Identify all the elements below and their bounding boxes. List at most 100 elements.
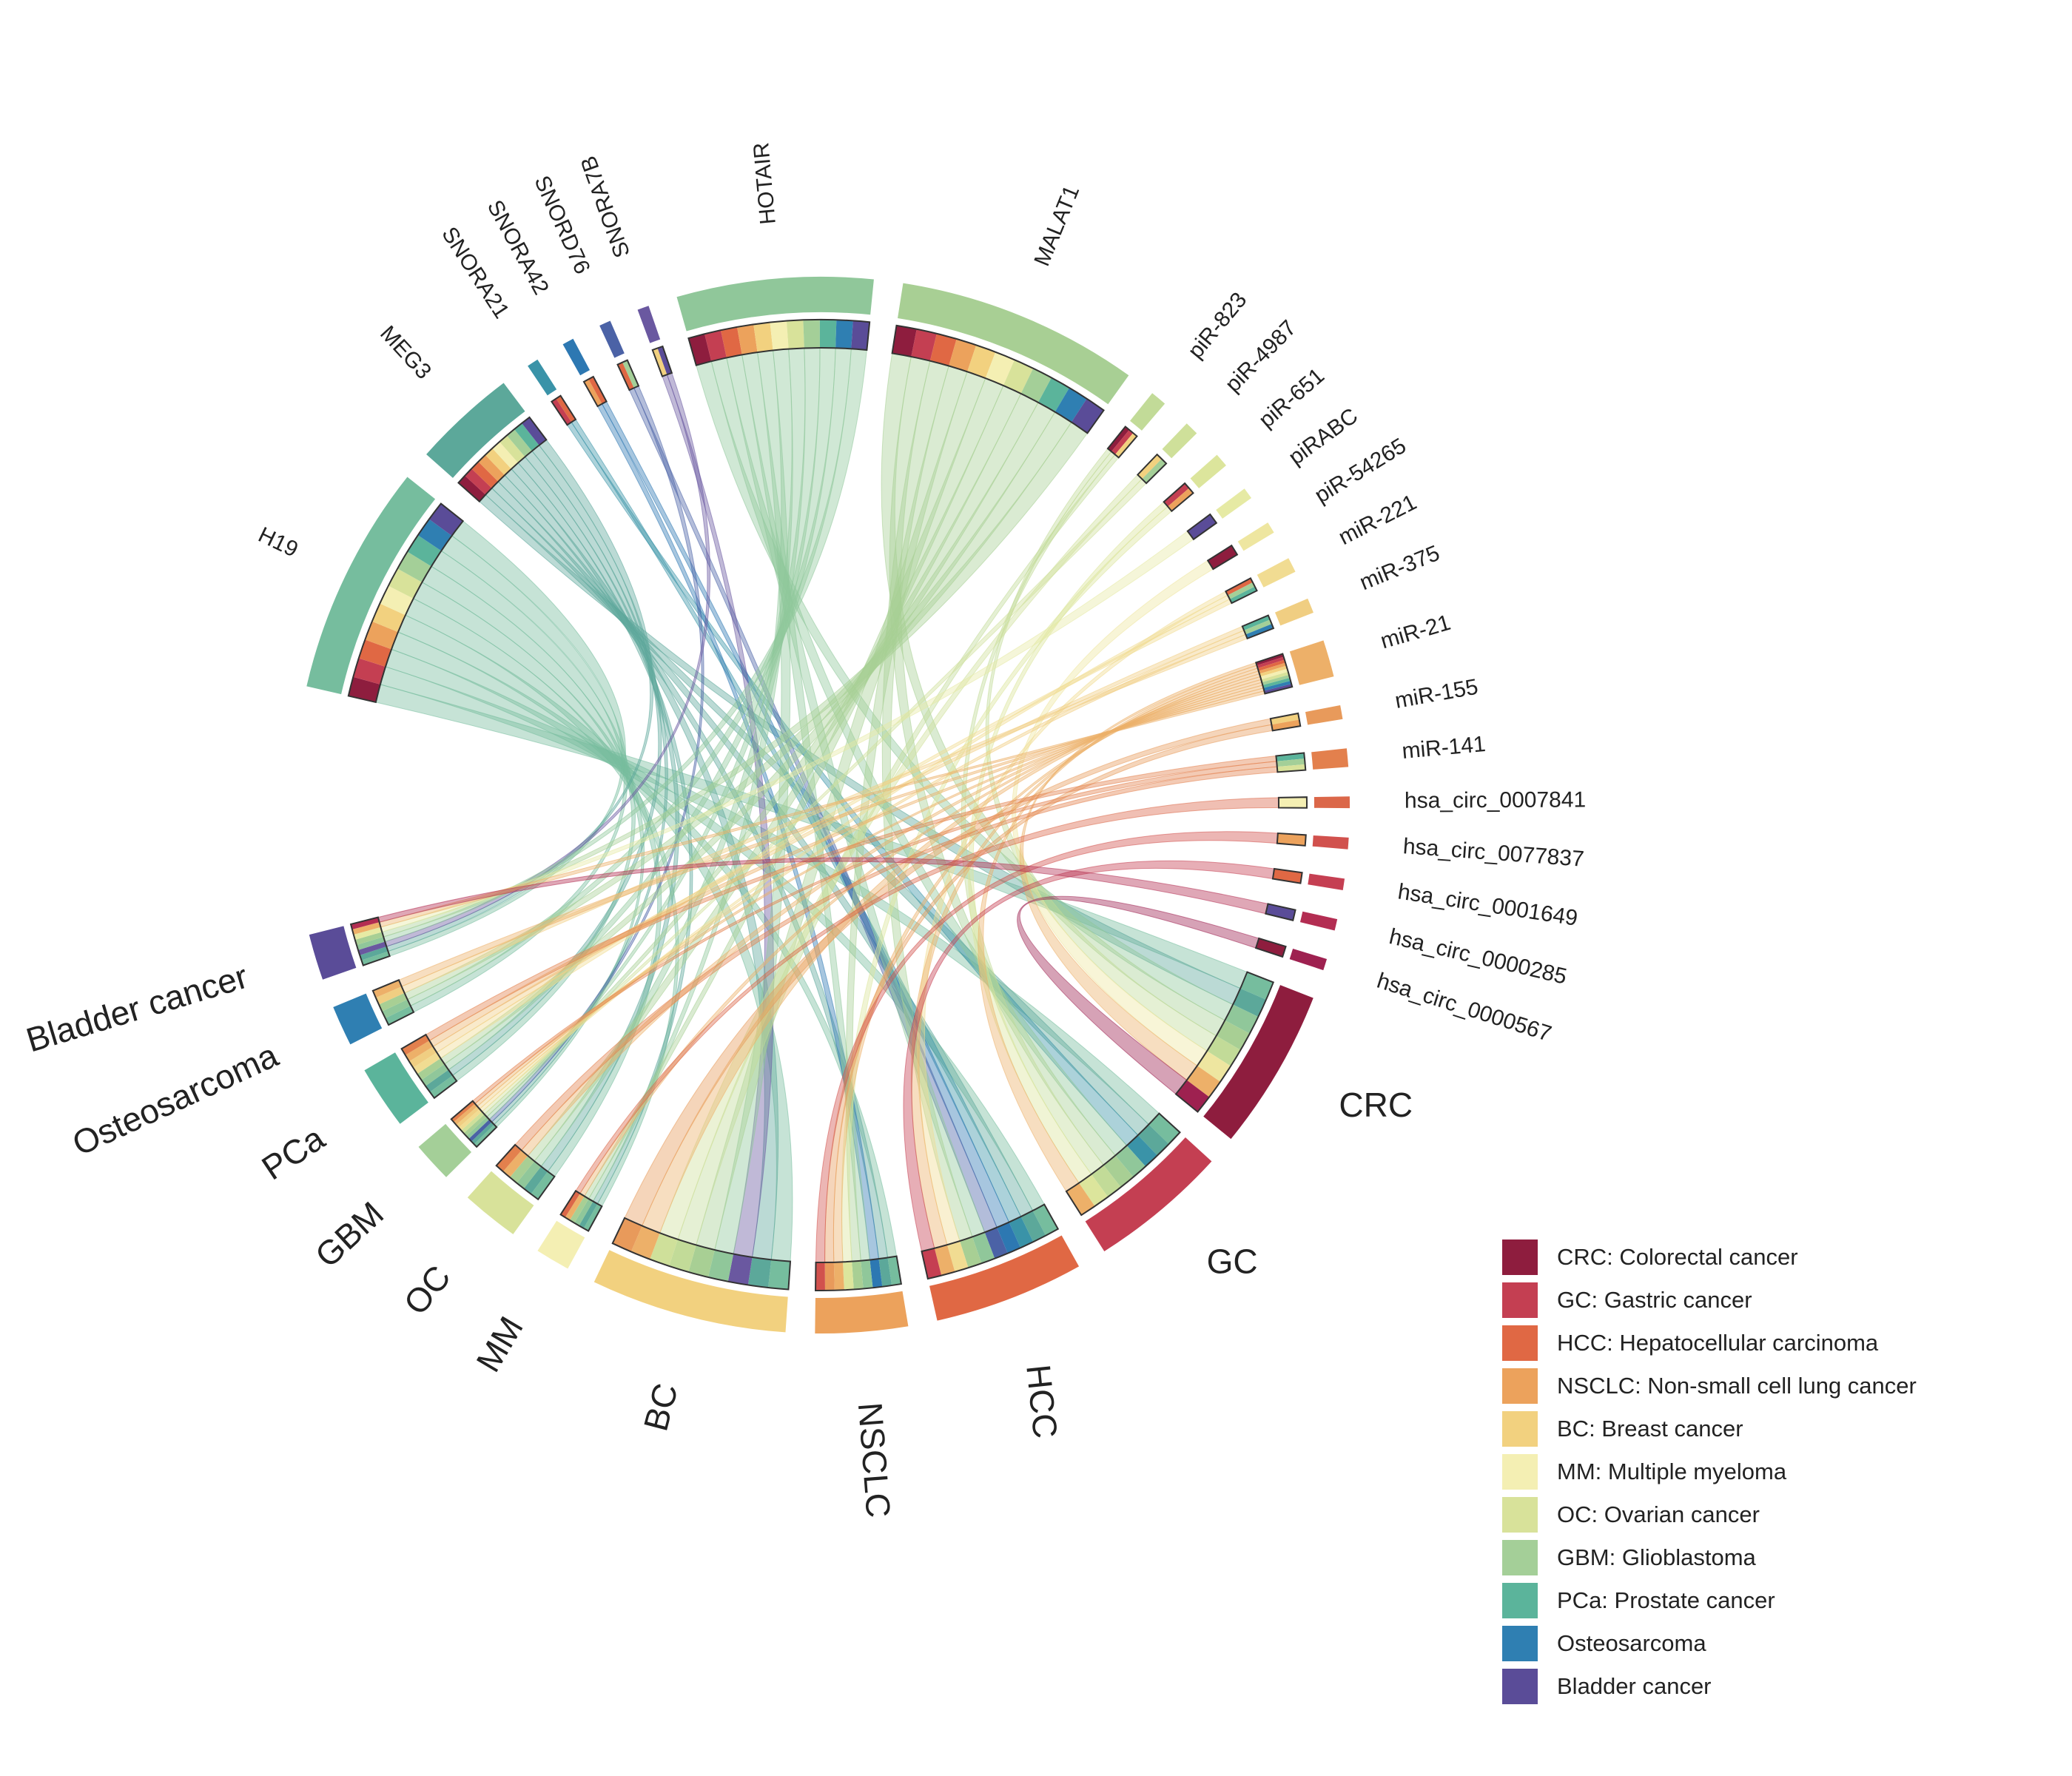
inner-track-border-hotair	[687, 319, 871, 366]
outer-track-bladder-cancer	[309, 926, 357, 980]
inner-segment-hsa-circ-0007841-0	[1278, 797, 1307, 808]
inner-segment-gbm-5	[461, 1111, 485, 1134]
legend: CRC: Colorectal cancer GC: Gastric cancer…	[1502, 1236, 1917, 1708]
outer-track-mm	[537, 1220, 585, 1269]
inner-segment-h19-3	[365, 621, 398, 650]
outer-track-oc	[467, 1171, 534, 1234]
outer-track-pir-4987	[1162, 423, 1197, 459]
inner-segment-pca-5	[408, 1046, 437, 1068]
inner-segment-pirabc-0	[1187, 514, 1217, 539]
inner-segment-mir-21-7	[1262, 674, 1291, 685]
outer-track-mir-155	[1305, 704, 1343, 725]
label-hotair: HOTAIR	[749, 141, 781, 226]
inner-segment-gbm-7	[456, 1106, 480, 1128]
legend-label: GC: Gastric cancer	[1557, 1287, 1752, 1313]
inner-segment-pca-7	[401, 1035, 430, 1055]
inner-segment-hotair-9	[835, 320, 853, 349]
inner-segment-h19-2	[358, 639, 392, 667]
sector-mir-221	[1224, 558, 1296, 605]
inner-segment-mm-0	[583, 1203, 602, 1231]
inner-segment-hcc-2	[1009, 1217, 1034, 1248]
inner-segment-snord76-0	[617, 362, 634, 391]
inner-segment-osteosarcoma-4	[372, 980, 402, 998]
inner-segment-malat1-10	[1071, 398, 1104, 434]
sector-mir-375	[1241, 598, 1314, 640]
outer-track-snora21	[528, 359, 557, 396]
inner-segment-snord76-1	[622, 360, 639, 388]
sector-pir-54265	[1206, 522, 1274, 571]
inner-segment-gc-3	[1115, 1145, 1146, 1177]
inner-segment-nsclc-3	[861, 1259, 873, 1289]
outer-track-osteosarcoma	[333, 993, 383, 1045]
inner-segment-malat1-8	[1037, 377, 1070, 412]
legend-swatch	[1502, 1497, 1538, 1533]
inner-segment-malat1-5	[985, 352, 1015, 386]
inner-segment-hcc-0	[1032, 1204, 1058, 1236]
inner-track-border-malat1	[891, 324, 1105, 434]
legend-swatch	[1502, 1282, 1538, 1318]
inner-segment-hotair-4	[753, 322, 773, 353]
inner-segment-pir-823-2	[1114, 433, 1137, 458]
inner-segment-hotair-7	[803, 320, 820, 349]
inner-segment-bc-8	[612, 1217, 642, 1252]
inner-track-border-mir-141	[1275, 752, 1307, 773]
inner-track-border-mir-375	[1241, 614, 1275, 640]
inner-segment-gc-7	[1066, 1183, 1095, 1216]
inner-segment-gc-1	[1137, 1124, 1169, 1156]
inner-segment-meg3-6	[499, 435, 525, 463]
inner-segment-mir-21-1	[1257, 656, 1285, 668]
inner-segment-gc-0	[1148, 1113, 1180, 1145]
inner-track-border-nsclc	[815, 1255, 903, 1291]
label-h19: H19	[255, 522, 302, 562]
inner-segment-bc-3	[707, 1249, 734, 1282]
inner-track-border-pir-54265	[1206, 544, 1239, 571]
outer-track-snora42	[562, 338, 591, 376]
inner-segment-hotair-2	[721, 326, 742, 358]
inner-segment-gc-6	[1079, 1174, 1109, 1207]
inner-segment-bc-5	[669, 1239, 696, 1272]
legend-swatch	[1502, 1583, 1538, 1618]
inner-segment-osteosarcoma-1	[382, 999, 411, 1018]
legend-label: GBM: Glioblastoma	[1557, 1544, 1756, 1570]
sector-mir-155	[1269, 704, 1343, 732]
outer-track-pirabc	[1216, 488, 1252, 519]
inner-segment-oc-0	[531, 1171, 555, 1200]
inner-segment-h19-10	[428, 503, 463, 536]
outer-track-snord76	[599, 320, 625, 358]
inner-segment-nsclc-0	[887, 1256, 901, 1286]
label-pirabc: piRABC	[1284, 403, 1362, 470]
inner-segment-bladder-cancer-6	[352, 922, 381, 935]
inner-segment-hotair-10	[851, 320, 870, 351]
inner-segment-snora42-0	[583, 379, 602, 407]
legend-item-bladder-cancer: Bladder cancer	[1502, 1665, 1917, 1708]
legend-swatch	[1502, 1540, 1538, 1575]
inner-segment-crc-2	[1225, 1004, 1259, 1034]
inner-segment-crc-0	[1240, 972, 1274, 1000]
outer-track-pca	[364, 1052, 428, 1124]
inner-segment-bladder-cancer-1	[360, 946, 388, 961]
inner-segment-mm-2	[574, 1198, 593, 1226]
inner-track-border-bladder-cancer	[349, 916, 391, 966]
inner-segment-crc-4	[1207, 1035, 1241, 1066]
label-nsclc: NSCLC	[851, 1401, 898, 1518]
sector-meg3	[426, 383, 548, 503]
sector-hsa-circ-0077837	[1276, 832, 1349, 850]
inner-track-border-pir-4987	[1136, 453, 1168, 485]
outer-track-mir-375	[1274, 598, 1314, 626]
legend-item-gbm: GBM: Glioblastoma	[1502, 1536, 1917, 1579]
inner-segment-nsclc-6	[833, 1262, 844, 1291]
inner-segment-pca-4	[413, 1052, 441, 1074]
inner-track-border-snora42	[582, 375, 608, 408]
inner-segment-bladder-cancer-5	[353, 926, 383, 940]
inner-segment-gbm-2	[468, 1119, 492, 1142]
sector-mm	[537, 1189, 603, 1269]
label-mir-221: miR-221	[1335, 490, 1421, 550]
inner-segment-bladder-cancer-4	[354, 932, 384, 945]
inner-segment-oc-3	[509, 1155, 535, 1183]
outer-track-hcc	[929, 1235, 1080, 1321]
inner-segment-meg3-3	[478, 454, 505, 482]
legend-label: PCa: Prostate cancer	[1557, 1587, 1775, 1613]
legend-swatch	[1502, 1368, 1538, 1404]
sector-pir-4987	[1136, 423, 1197, 485]
inner-segment-bc-7	[630, 1225, 660, 1259]
